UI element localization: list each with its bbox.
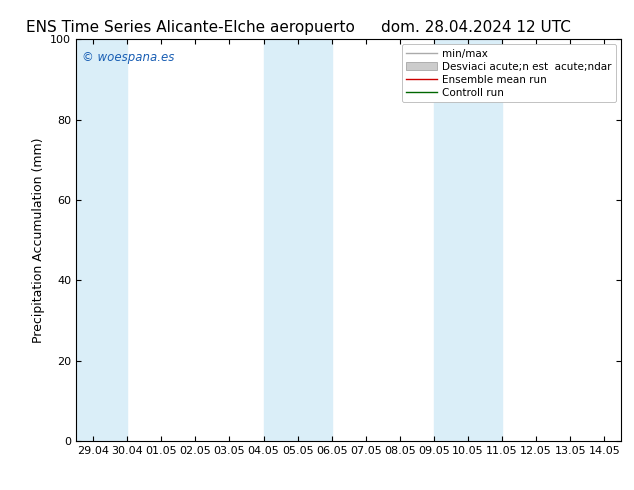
Bar — [434, 39, 502, 441]
Legend: min/max, Desviaci acute;n est  acute;ndar, Ensemble mean run, Controll run: min/max, Desviaci acute;n est acute;ndar… — [402, 45, 616, 102]
Y-axis label: Precipitation Accumulation (mm): Precipitation Accumulation (mm) — [32, 137, 44, 343]
Text: dom. 28.04.2024 12 UTC: dom. 28.04.2024 12 UTC — [380, 20, 571, 35]
Text: © woespana.es: © woespana.es — [82, 51, 174, 64]
Bar — [76, 39, 127, 441]
Bar — [264, 39, 332, 441]
Text: ENS Time Series Alicante-Elche aeropuerto: ENS Time Series Alicante-Elche aeropuert… — [26, 20, 354, 35]
